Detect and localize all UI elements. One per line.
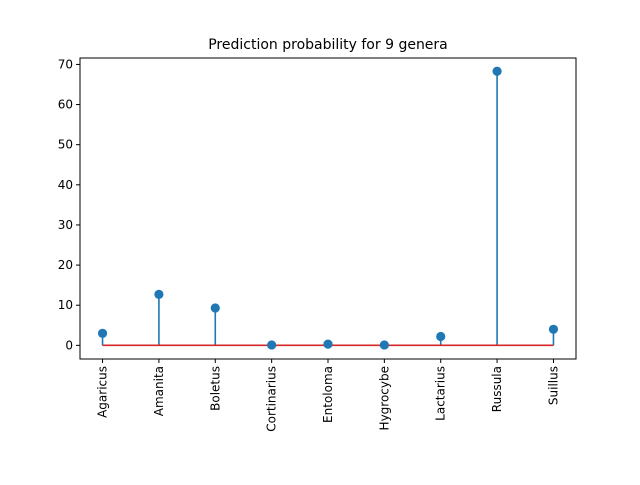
x-tick-label: Amanita [152,366,166,416]
data-point [379,340,389,350]
data-point [436,331,446,342]
y-tick-label: 60 [58,98,73,112]
x-axis: Agaricus Amanita Boletus Cortinarius Entolom… [96,359,560,432]
chart-title: Prediction probability for 9 genera [208,37,448,53]
y-tick-label: 10 [58,298,73,312]
data-point [97,328,108,338]
y-tick-label: 30 [58,218,73,232]
markers-layer [97,66,559,350]
data-point [210,303,220,313]
x-tick-label: Hygrocybe [377,366,391,430]
y-tick-label: 70 [58,57,73,71]
data-point [492,66,502,76]
data-point [267,340,277,350]
y-tick-label: 0 [65,338,73,352]
y-axis: 0 10 20 30 40 50 60 70 [58,57,80,352]
x-tick-label: Suillus [546,366,560,405]
x-tick-label: Cortinarius [265,366,279,432]
x-tick-label: Entoloma [321,366,335,423]
data-point [548,324,559,334]
x-tick-label: Boletus [208,366,222,411]
data-point [323,339,333,349]
y-tick-label: 20 [58,258,73,272]
data-point [154,289,164,299]
y-tick-label: 50 [58,138,73,152]
plot-frame [79,57,577,360]
x-tick-label: Lactarius [434,366,448,421]
x-tick-label: Russula [490,366,504,412]
y-tick-label: 40 [58,178,73,192]
x-tick-label: Agaricus [96,366,110,418]
